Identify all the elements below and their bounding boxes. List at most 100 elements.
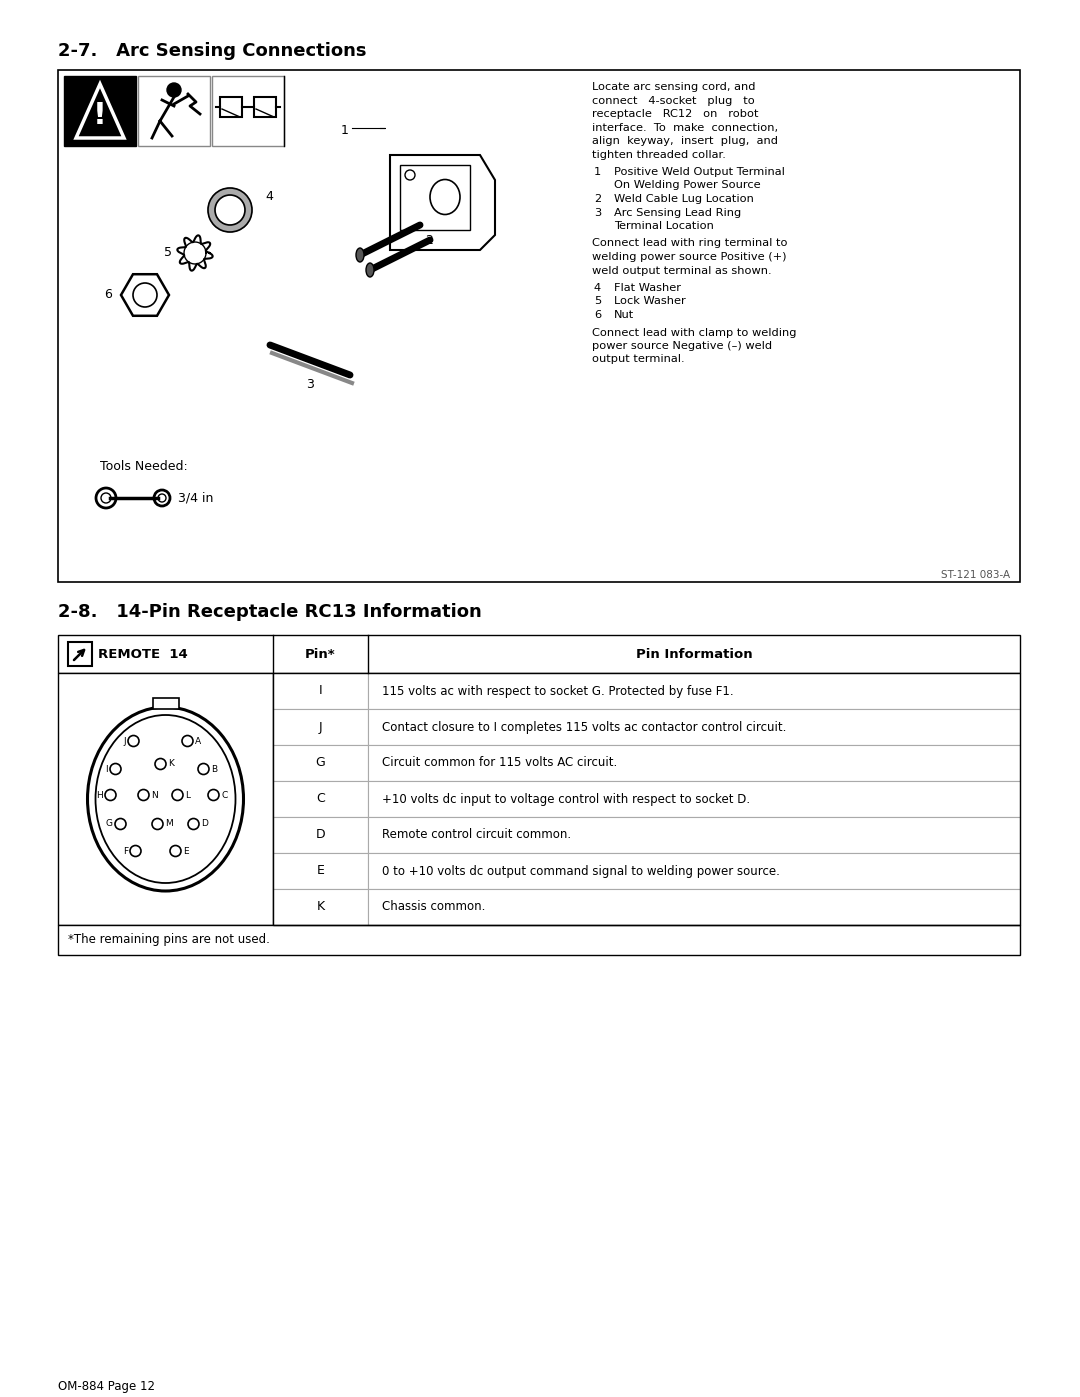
- Text: N: N: [151, 791, 158, 799]
- Text: 4: 4: [594, 284, 602, 293]
- Text: 2-8.   14-Pin Receptacle RC13 Information: 2-8. 14-Pin Receptacle RC13 Information: [58, 604, 482, 622]
- Bar: [368, 673, 1020, 710]
- Text: B: B: [211, 764, 217, 774]
- Text: 3: 3: [594, 208, 602, 218]
- Ellipse shape: [366, 263, 374, 277]
- Text: tighten threaded collar.: tighten threaded collar.: [592, 149, 726, 159]
- Text: J: J: [123, 736, 126, 746]
- Text: 1: 1: [341, 123, 349, 137]
- Text: output terminal.: output terminal.: [592, 355, 685, 365]
- Bar: [64, 75, 136, 147]
- Text: M: M: [165, 820, 173, 828]
- Text: K: K: [168, 760, 174, 768]
- Text: Pin Information: Pin Information: [636, 647, 753, 661]
- Text: 2-7.   Arc Sensing Connections: 2-7. Arc Sensing Connections: [58, 42, 366, 60]
- Text: D: D: [315, 828, 325, 841]
- Text: 5: 5: [594, 296, 602, 306]
- Text: 4: 4: [265, 190, 273, 204]
- Ellipse shape: [356, 249, 364, 263]
- Text: 5: 5: [164, 246, 172, 260]
- Text: +10 volts dc input to voltage control with respect to socket D.: +10 volts dc input to voltage control wi…: [382, 792, 751, 806]
- Bar: [368, 781, 1020, 817]
- Text: 2: 2: [594, 194, 602, 204]
- Text: G: G: [106, 820, 113, 828]
- Bar: [368, 817, 1020, 854]
- Text: 115 volts ac with respect to socket G. Protected by fuse F1.: 115 volts ac with respect to socket G. P…: [382, 685, 733, 697]
- Text: I: I: [106, 764, 108, 774]
- Text: 1: 1: [594, 168, 602, 177]
- Text: Terminal Location: Terminal Location: [615, 221, 714, 231]
- Text: F: F: [123, 847, 129, 855]
- Text: K: K: [316, 901, 325, 914]
- Text: E: E: [183, 847, 189, 855]
- Bar: [273, 854, 368, 888]
- Text: Remote control circuit common.: Remote control circuit common.: [382, 828, 571, 841]
- Text: ST-121 083-A: ST-121 083-A: [941, 570, 1010, 580]
- Text: power source Negative (–) weld: power source Negative (–) weld: [592, 341, 772, 351]
- Bar: [400, 165, 470, 231]
- Text: 2: 2: [426, 233, 433, 246]
- Text: 6: 6: [104, 289, 112, 302]
- Text: 3/4 in: 3/4 in: [178, 492, 214, 504]
- Text: receptacle   RC12   on   robot: receptacle RC12 on robot: [592, 109, 758, 119]
- Bar: [58, 925, 1020, 956]
- Text: 6: 6: [594, 310, 602, 320]
- Text: Nut: Nut: [615, 310, 634, 320]
- Text: C: C: [221, 791, 227, 799]
- Text: Contact closure to I completes 115 volts ac contactor control circuit.: Contact closure to I completes 115 volts…: [382, 721, 786, 733]
- Text: Flat Washer: Flat Washer: [615, 284, 681, 293]
- Text: Locate arc sensing cord, and: Locate arc sensing cord, and: [592, 82, 756, 92]
- Bar: [58, 636, 1020, 673]
- Text: H: H: [96, 791, 103, 799]
- Text: I: I: [319, 685, 322, 697]
- Text: 0 to +10 volts dc output command signal to welding power source.: 0 to +10 volts dc output command signal …: [382, 865, 780, 877]
- Text: Connect lead with ring terminal to: Connect lead with ring terminal to: [592, 239, 787, 249]
- Bar: [152, 698, 178, 710]
- Text: interface.  To  make  connection,: interface. To make connection,: [592, 123, 778, 133]
- Text: Positive Weld Output Terminal: Positive Weld Output Terminal: [615, 168, 785, 177]
- Text: OM-884 Page 12: OM-884 Page 12: [58, 1380, 156, 1393]
- Bar: [68, 643, 92, 666]
- Bar: [212, 75, 284, 147]
- Bar: [273, 673, 368, 710]
- Text: A: A: [195, 736, 201, 746]
- Bar: [273, 745, 368, 781]
- Bar: [368, 710, 1020, 745]
- Text: C: C: [316, 792, 325, 806]
- Text: Circuit common for 115 volts AC circuit.: Circuit common for 115 volts AC circuit.: [382, 757, 618, 770]
- Text: weld output terminal as shown.: weld output terminal as shown.: [592, 265, 771, 275]
- Bar: [368, 745, 1020, 781]
- Text: Tools Needed:: Tools Needed:: [100, 460, 188, 474]
- Bar: [58, 673, 273, 925]
- Bar: [273, 888, 368, 925]
- Text: Lock Washer: Lock Washer: [615, 296, 686, 306]
- Bar: [58, 70, 1020, 583]
- Text: On Welding Power Source: On Welding Power Source: [615, 180, 760, 190]
- Text: L: L: [185, 791, 190, 799]
- Text: align  keyway,  insert  plug,  and: align keyway, insert plug, and: [592, 136, 778, 147]
- Text: *The remaining pins are not used.: *The remaining pins are not used.: [68, 933, 270, 947]
- Bar: [368, 854, 1020, 888]
- Text: welding power source Positive (+): welding power source Positive (+): [592, 251, 786, 263]
- Text: Connect lead with clamp to welding: Connect lead with clamp to welding: [592, 327, 797, 338]
- Bar: [273, 817, 368, 854]
- Text: E: E: [316, 865, 324, 877]
- Text: G: G: [315, 757, 325, 770]
- Bar: [254, 96, 276, 117]
- Text: !: !: [93, 101, 107, 130]
- Text: Chassis common.: Chassis common.: [382, 901, 485, 914]
- Bar: [220, 96, 242, 117]
- Text: Arc Sensing Lead Ring: Arc Sensing Lead Ring: [615, 208, 741, 218]
- Bar: [368, 888, 1020, 925]
- Text: REMOTE  14: REMOTE 14: [98, 647, 188, 661]
- Text: D: D: [201, 820, 207, 828]
- Text: J: J: [319, 721, 322, 733]
- Bar: [273, 710, 368, 745]
- Text: 3: 3: [306, 379, 314, 391]
- Circle shape: [167, 82, 181, 96]
- Text: Pin*: Pin*: [306, 647, 336, 661]
- Bar: [273, 781, 368, 817]
- Bar: [273, 673, 1020, 925]
- Bar: [138, 75, 210, 147]
- Text: connect   4-socket   plug   to: connect 4-socket plug to: [592, 95, 755, 106]
